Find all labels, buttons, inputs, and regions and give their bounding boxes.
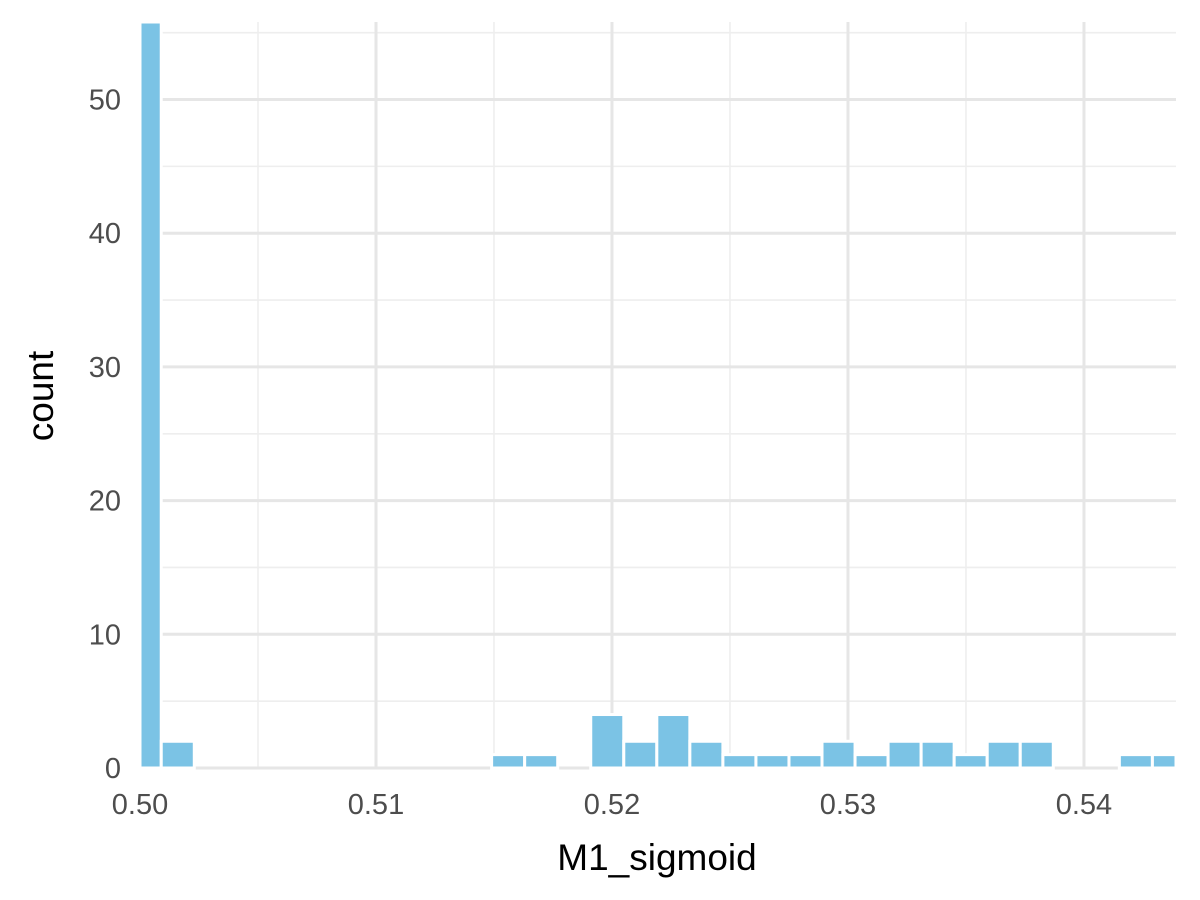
histogram-bar (159, 739, 196, 770)
y-axis-ticks: 0 10 20 30 40 50 (89, 85, 121, 785)
histogram-bar (952, 753, 989, 770)
histogram-bar (1150, 753, 1178, 770)
histogram-bar (820, 739, 857, 770)
y-tick-label: 20 (89, 486, 121, 518)
histogram-bar (886, 739, 923, 770)
x-axis-ticks: 0.50 0.51 0.52 0.53 0.54 (112, 789, 1112, 821)
histogram-bar (688, 739, 725, 770)
x-tick-label: 0.52 (584, 789, 640, 821)
histogram-bar (853, 753, 890, 770)
histogram-bar (787, 753, 824, 770)
y-tick-label: 0 (105, 753, 121, 785)
histogram-bar (138, 20, 163, 770)
histogram-bar (754, 753, 791, 770)
histogram-bar (1117, 753, 1154, 770)
y-axis-title: count (20, 350, 61, 441)
histogram-bar (655, 713, 692, 770)
x-tick-label: 0.53 (820, 789, 876, 821)
histogram-bars (138, 20, 1178, 770)
x-tick-label: 0.51 (348, 789, 404, 821)
histogram-bar (721, 753, 758, 770)
histogram-bar (622, 739, 659, 770)
y-tick-label: 10 (89, 619, 121, 651)
grid-lines (138, 22, 1176, 770)
y-tick-label: 50 (89, 85, 121, 117)
x-axis-title: M1_sigmoid (557, 837, 756, 878)
histogram-bar (589, 713, 626, 770)
x-tick-label: 0.50 (112, 789, 168, 821)
histogram-bar (985, 739, 1022, 770)
histogram-bar (490, 753, 527, 770)
y-tick-label: 40 (89, 218, 121, 250)
histogram-bar (523, 753, 560, 770)
histogram-bar (919, 739, 956, 770)
histogram-bar (1018, 739, 1055, 770)
y-tick-label: 30 (89, 352, 121, 384)
x-tick-label: 0.54 (1056, 789, 1112, 821)
